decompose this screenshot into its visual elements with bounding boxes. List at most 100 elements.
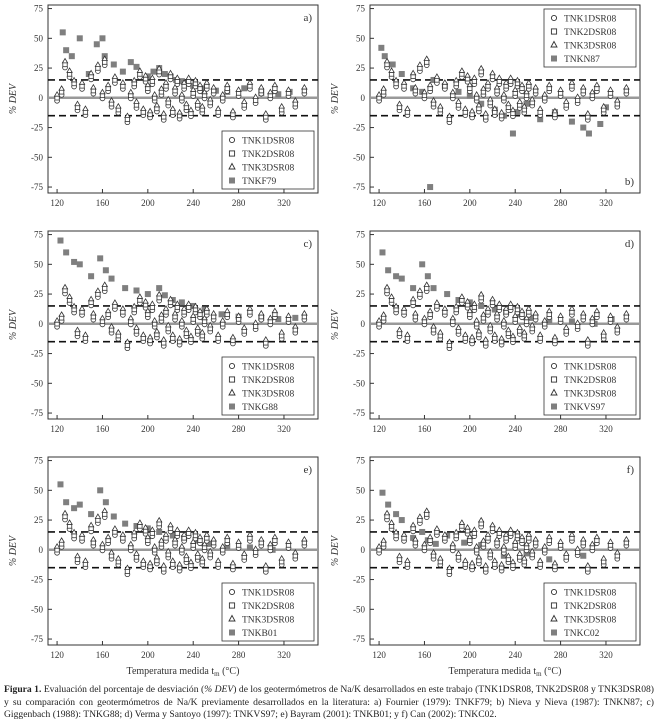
tnk3-point [53,543,61,549]
tnk3-point [180,305,188,311]
tnk3-point [104,81,112,88]
comparison-point [427,184,434,191]
comparison-point [97,255,104,262]
tnk3-point [473,317,480,323]
comparison-point [178,78,185,85]
tnk3-point [441,531,449,537]
legend-label: TNK2DSR08 [242,602,295,612]
legend-marker-square [550,28,558,35]
tnk3-point [252,93,259,99]
tnk3-point [94,61,102,67]
y-tick-label: 0 [361,319,366,329]
tnk3-point [198,102,206,109]
tnk3-point [471,526,478,532]
tnk3-point [158,85,165,91]
y-tick-label: -50 [353,152,365,162]
tnk3-point [124,338,131,345]
tnk3-point [155,516,163,523]
tnk3-point [484,79,492,85]
tnk3-point [99,314,106,321]
legend-marker-square [550,602,558,609]
y-tick-label: 50 [34,485,44,495]
tnk3-point [502,79,510,85]
legend-marker-triangle [228,388,236,396]
tnk3-point [388,519,395,525]
x-tick-label: 320 [599,198,613,208]
tnk3-point [471,300,478,306]
legend-marker-filled [551,55,557,62]
x-tick-label: 160 [96,650,110,660]
tnk3-point [149,526,156,532]
tnk3-point [271,307,279,314]
comparison-point [246,544,253,551]
x-tick-label: 320 [277,650,291,660]
comparison-point [546,317,553,324]
tnk3-point [124,112,131,119]
tnk3-point [104,533,112,540]
comparison-point [430,285,437,292]
y-tick-label: 75 [34,456,44,466]
tnk3-point [139,331,147,337]
chart-panel-a: 75 50 25 0 -25 -50 -75 120 160 200 240 280 320 % DEV a… [8,4,319,208]
tnk3-point [189,312,197,318]
tnk3-point [136,519,144,525]
tnk3-point [500,317,508,323]
x-tick-label: 200 [463,198,477,208]
caption-text-b: ) de los geotermómetros de Na/K desarrol… [4,684,654,720]
legend-label: TNKVS97 [564,403,605,413]
tnk3-point [146,333,154,340]
tnk3-point [482,336,490,342]
y-tick-label: 50 [356,259,366,269]
x-tick-label: 120 [50,198,64,208]
legend-marker-square [228,602,236,609]
tnk3-point [536,105,544,111]
caption-label: Figura 1. [4,684,42,695]
tnk3-point [61,283,69,290]
tnk3-point [511,86,519,92]
tnk3-point [375,91,383,97]
tnk3-point [498,560,505,567]
x-tick-label: 280 [232,198,246,208]
legend-label: TNK2DSR08 [564,602,617,612]
comparison-point [59,29,66,36]
x-tick-label: 280 [554,650,568,660]
comparison-point [537,116,544,123]
tnk3-point [246,79,254,85]
legend-label: TNK1DSR08 [564,589,617,599]
tnk3-point [388,293,395,299]
tnk3-point [101,55,109,61]
comparison-point [57,237,64,244]
legend-label: TNK1DSR08 [242,137,295,147]
comparison-point [491,306,498,313]
comparison-point [275,316,282,323]
tnk3-point [180,531,188,537]
legend-marker-filled [229,177,235,184]
tnk3-point [516,324,524,330]
comparison-point [444,291,451,298]
tnk3-point [446,564,453,571]
tnk3-point [78,531,86,537]
tnk3-point [271,533,279,540]
tnk3-point [589,540,596,547]
tnk3-point [151,91,158,97]
comparison-point [207,540,214,547]
tnk3-point [271,81,279,88]
tnk3-point [174,300,181,306]
y-axis-label: % DEV [8,308,19,340]
comparison-point [500,552,507,559]
comparison-point [455,297,462,304]
tnk3-point [285,312,292,318]
legend-label: TNK1DSR08 [564,363,617,373]
tnk3-point [130,76,138,83]
comparison-point [122,285,129,292]
tnk3-point [155,290,163,297]
tnk3-point [574,319,581,325]
tnk3-point [151,543,158,549]
x-tick-label: 120 [50,424,64,434]
legend-label: TNK2DSR08 [564,28,617,38]
legend-label: TNK3DSR08 [242,616,295,626]
comparison-point [156,285,163,292]
tnk3-point [146,107,154,114]
legend-marker-circle [228,588,236,596]
legend-marker-circle [228,136,236,144]
